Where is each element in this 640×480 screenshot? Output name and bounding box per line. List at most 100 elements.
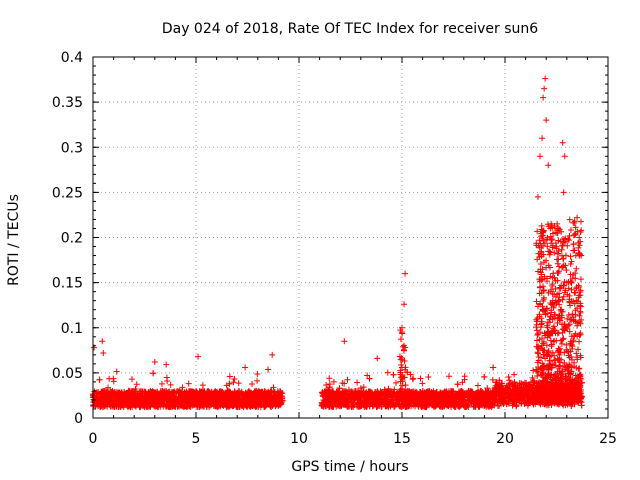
data-point [251, 389, 258, 396]
data-point [511, 398, 518, 405]
data-point [433, 394, 440, 401]
data-point [383, 403, 390, 410]
data-point [272, 393, 279, 400]
data-point [227, 393, 234, 400]
data-point [445, 373, 452, 380]
data-point [183, 402, 190, 409]
data-point [236, 396, 243, 403]
data-point [344, 394, 351, 401]
data-point [236, 401, 243, 408]
data-point [465, 401, 472, 408]
data-point [412, 400, 419, 407]
data-point [511, 371, 518, 378]
data-point [542, 401, 549, 408]
data-point [518, 380, 525, 387]
data-point [167, 381, 174, 388]
data-point [254, 371, 261, 378]
data-point [186, 397, 193, 404]
data-point [156, 398, 163, 405]
data-point [494, 383, 501, 390]
data-point [343, 390, 350, 397]
data-point [486, 399, 493, 406]
data-point [444, 402, 451, 409]
data-point [441, 390, 448, 397]
data-point [490, 364, 497, 371]
data-point [163, 390, 170, 397]
data-point [118, 395, 125, 402]
data-point [145, 396, 152, 403]
data-point [226, 380, 233, 387]
data-point [338, 391, 345, 398]
data-point [417, 391, 424, 398]
data-point [334, 394, 341, 401]
data-point [128, 376, 135, 383]
data-point [366, 375, 373, 382]
data-point [319, 400, 326, 407]
data-point [271, 388, 278, 395]
data-point [521, 397, 528, 404]
data-point [154, 397, 161, 404]
data-point [330, 378, 337, 385]
data-point [565, 311, 572, 318]
data-point [113, 368, 120, 375]
data-point [466, 396, 473, 403]
data-point [502, 385, 509, 392]
data-point [529, 374, 536, 381]
data-point [518, 391, 525, 398]
data-point [487, 402, 494, 409]
data-point [138, 401, 145, 408]
data-point [186, 388, 193, 395]
data-point [566, 232, 573, 239]
data-point [104, 403, 111, 410]
data-point [226, 373, 233, 380]
data-point [328, 395, 335, 402]
data-point [423, 396, 430, 403]
data-point [496, 392, 503, 399]
data-point [220, 392, 227, 399]
data-point [411, 393, 418, 400]
data-point [339, 393, 346, 400]
data-point [512, 387, 519, 394]
data-point [249, 380, 256, 387]
data-point [230, 379, 237, 386]
data-point [267, 402, 274, 409]
data-point [355, 392, 362, 399]
data-point [498, 380, 505, 387]
data-point [460, 389, 467, 396]
data-point [379, 397, 386, 404]
data-point [276, 401, 283, 408]
data-point [326, 381, 333, 388]
data-point [459, 379, 466, 386]
data-point [223, 403, 230, 410]
data-point [130, 398, 137, 405]
data-point [223, 382, 230, 389]
data-point [410, 375, 417, 382]
data-point [390, 371, 397, 378]
data-point [475, 403, 482, 410]
data-point [374, 399, 381, 406]
data-point [402, 389, 409, 396]
data-point [474, 382, 481, 389]
data-point [331, 400, 338, 407]
data-point [269, 397, 276, 404]
data-point [465, 388, 472, 395]
data-point [489, 388, 496, 395]
data-point [568, 403, 575, 410]
data-point [453, 393, 460, 400]
data-point [158, 380, 165, 387]
data-point [417, 398, 424, 405]
data-point [443, 397, 450, 404]
data-point [172, 397, 179, 404]
data-point [361, 391, 368, 398]
data-point [157, 388, 164, 395]
data-point [246, 390, 253, 397]
data-point [576, 338, 583, 345]
data-point [575, 244, 582, 251]
data-point [489, 376, 496, 383]
data-point [261, 399, 268, 406]
data-point [338, 402, 345, 409]
data-point [98, 401, 105, 408]
data-point [112, 393, 119, 400]
data-point [163, 361, 170, 368]
